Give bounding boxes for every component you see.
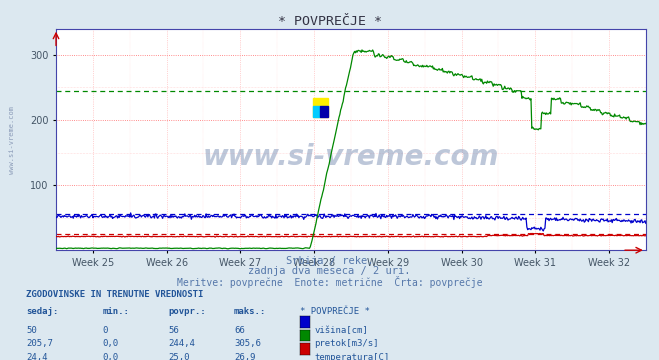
Bar: [312, 105, 320, 117]
Text: min.:: min.:: [102, 307, 129, 316]
Text: 66: 66: [234, 326, 244, 335]
Text: ZGODOVINSKE IN TRENUTNE VREDNOSTI: ZGODOVINSKE IN TRENUTNE VREDNOSTI: [26, 290, 204, 299]
Text: povpr.:: povpr.:: [168, 307, 206, 316]
Text: www.si-vreme.com: www.si-vreme.com: [203, 143, 499, 171]
Text: sedaj:: sedaj:: [26, 307, 59, 316]
Text: 25,0: 25,0: [168, 353, 190, 360]
Text: temperatura[C]: temperatura[C]: [314, 353, 389, 360]
Text: 56: 56: [168, 326, 179, 335]
Text: maks.:: maks.:: [234, 307, 266, 316]
Text: 305,6: 305,6: [234, 339, 261, 348]
Bar: [312, 98, 328, 117]
Text: 24,4: 24,4: [26, 353, 48, 360]
Text: 244,4: 244,4: [168, 339, 195, 348]
Text: pretok[m3/s]: pretok[m3/s]: [314, 339, 379, 348]
Text: 0,0: 0,0: [102, 339, 118, 348]
Text: Meritve: povprečne  Enote: metrične  Črta: povprečje: Meritve: povprečne Enote: metrične Črta:…: [177, 276, 482, 288]
Text: višina[cm]: višina[cm]: [314, 326, 368, 335]
Text: 26,9: 26,9: [234, 353, 256, 360]
Text: www.si-vreme.com: www.si-vreme.com: [9, 105, 14, 174]
Text: zadnja dva meseca / 2 uri.: zadnja dva meseca / 2 uri.: [248, 266, 411, 276]
Text: * POVPREČJE *: * POVPREČJE *: [277, 15, 382, 28]
Text: Srbija / reke.: Srbija / reke.: [286, 256, 373, 266]
Bar: [320, 105, 328, 117]
Text: 0,0: 0,0: [102, 353, 118, 360]
Text: 205,7: 205,7: [26, 339, 53, 348]
Text: 0: 0: [102, 326, 107, 335]
Text: * POVPREČJE *: * POVPREČJE *: [300, 307, 370, 316]
Text: 50: 50: [26, 326, 37, 335]
